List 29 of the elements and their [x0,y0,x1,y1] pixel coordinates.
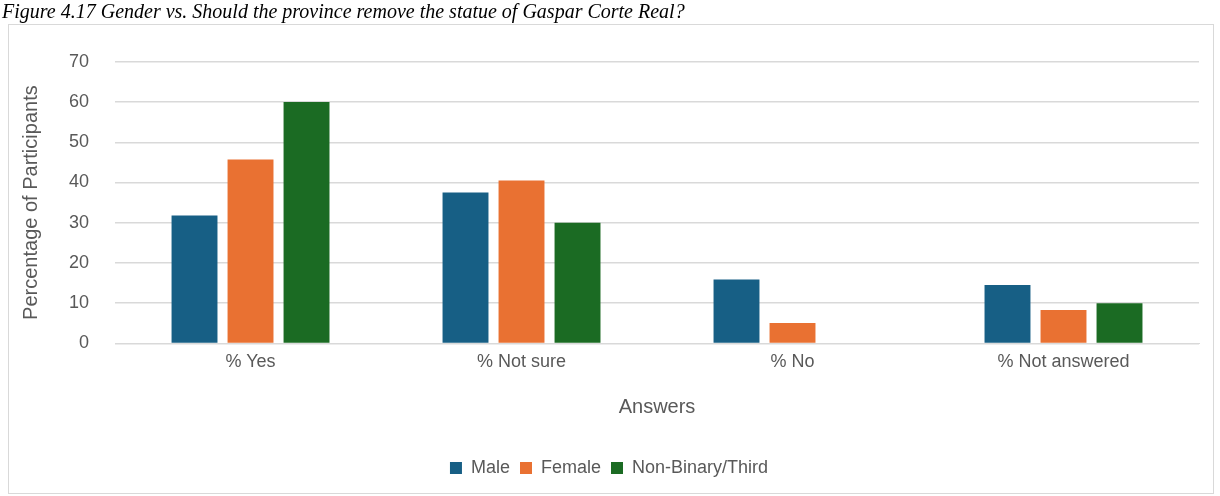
bar [442,192,489,343]
y-tick-label: 30 [68,211,90,232]
y-tick-label: 70 [68,50,90,71]
chart-title: Figure 4.17 Gender vs. Should the province remove the statue of Gaspar Corte Real? [1,0,686,22]
bar [227,159,274,343]
y-tick-label: 60 [68,91,90,111]
bar [283,102,330,343]
bar [1040,310,1087,343]
bar [713,279,760,343]
y-tick-label: 40 [68,171,90,192]
bar [498,180,545,343]
x-tick-label: % No [770,351,815,372]
legend-label: Female [540,456,602,477]
x-tick-label: % Yes [225,351,276,372]
legend-label: Non-Binary/Third [631,456,769,477]
bar [769,322,816,343]
bar [171,215,218,343]
x-tick-label: % Not sure [476,351,567,372]
bar [984,285,1031,343]
bar [554,222,601,343]
y-tick-label: 50 [68,131,90,152]
bar [1096,303,1143,343]
x-axis-title: Answers [618,394,696,417]
y-tick-label: 10 [68,292,90,313]
y-tick-label: 20 [68,251,90,272]
legend-label: Male [470,456,510,477]
y-axis-title: Percentage of Participants [18,85,41,320]
y-tick-label: 0 [79,332,90,353]
x-tick-label: % Not answered [997,351,1130,372]
